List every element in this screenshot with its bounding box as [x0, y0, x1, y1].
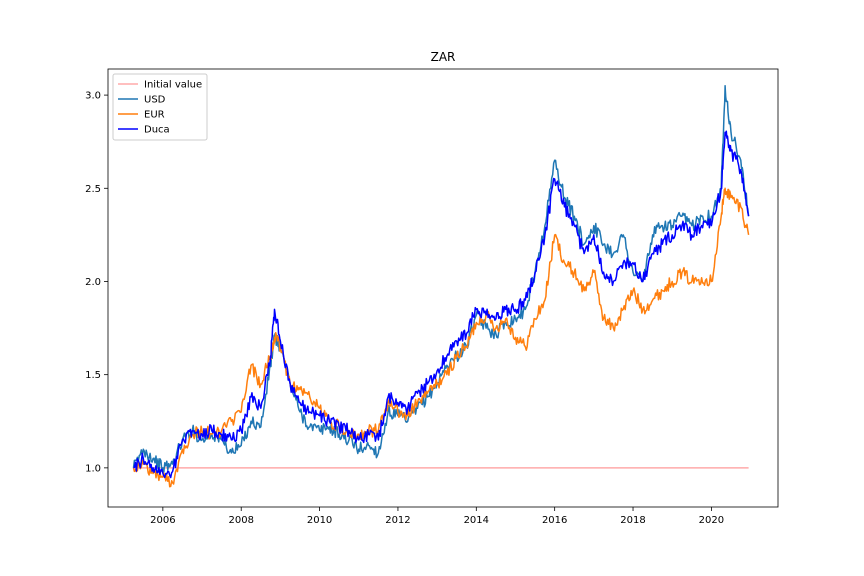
chart-title: ZAR	[431, 50, 456, 64]
y-axis: 1.0 1.5 2.0 2.5 3.0	[85, 91, 108, 474]
legend-label: EUR	[144, 110, 165, 121]
x-tick-label: 2012	[385, 515, 410, 526]
y-tick-label: 3.0	[85, 91, 101, 102]
plot-frame	[107, 68, 779, 508]
legend-label: Duca	[144, 125, 170, 136]
x-tick-label: 2020	[699, 515, 724, 526]
plot-lines	[132, 85, 750, 488]
y-tick-label: 2.0	[85, 277, 101, 288]
x-tick-label: 2010	[307, 515, 332, 526]
x-tick-label: 2006	[150, 515, 175, 526]
series-line-usd	[132, 85, 750, 473]
legend: Initial value USD EUR Duca	[112, 73, 208, 141]
x-axis: 2006 2008 2010 2012 2014 2016 2018 2020	[150, 507, 724, 526]
series-line-duca	[133, 130, 750, 479]
x-tick-label: 2018	[620, 515, 645, 526]
y-tick-label: 1.5	[85, 370, 101, 381]
x-tick-label: 2008	[228, 515, 253, 526]
legend-label: USD	[144, 95, 166, 106]
y-tick-label: 2.5	[85, 184, 101, 195]
y-tick-label: 1.0	[85, 463, 101, 474]
x-tick-label: 2016	[542, 515, 567, 526]
series-line-eur	[132, 187, 750, 488]
legend-box	[112, 73, 208, 141]
x-tick-label: 2014	[464, 515, 489, 526]
legend-label: Initial value	[144, 80, 202, 91]
